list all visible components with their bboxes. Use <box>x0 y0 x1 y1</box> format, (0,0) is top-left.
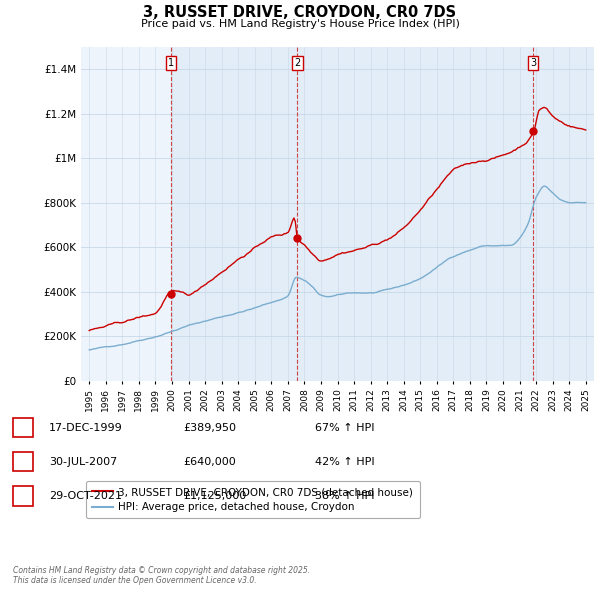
Text: Price paid vs. HM Land Registry's House Price Index (HPI): Price paid vs. HM Land Registry's House … <box>140 19 460 29</box>
Text: 17-DEC-1999: 17-DEC-1999 <box>49 423 123 432</box>
Text: 42% ↑ HPI: 42% ↑ HPI <box>315 457 374 467</box>
Text: 1: 1 <box>168 58 175 68</box>
Text: 1: 1 <box>20 423 26 432</box>
Text: £640,000: £640,000 <box>183 457 236 467</box>
Text: 2: 2 <box>295 58 301 68</box>
Bar <box>172 47 298 381</box>
Text: 67% ↑ HPI: 67% ↑ HPI <box>315 423 374 432</box>
Text: 38% ↑ HPI: 38% ↑ HPI <box>315 491 374 501</box>
Bar <box>298 47 533 381</box>
Text: £1,125,000: £1,125,000 <box>183 491 246 501</box>
Text: £389,950: £389,950 <box>183 423 236 432</box>
Text: 2: 2 <box>20 457 26 467</box>
Text: 3, RUSSET DRIVE, CROYDON, CR0 7DS: 3, RUSSET DRIVE, CROYDON, CR0 7DS <box>143 5 457 19</box>
Legend: 3, RUSSET DRIVE, CROYDON, CR0 7DS (detached house), HPI: Average price, detached: 3, RUSSET DRIVE, CROYDON, CR0 7DS (detac… <box>86 481 419 519</box>
Text: 29-OCT-2021: 29-OCT-2021 <box>49 491 122 501</box>
Bar <box>533 47 594 381</box>
Text: 3: 3 <box>20 491 26 501</box>
Text: Contains HM Land Registry data © Crown copyright and database right 2025.
This d: Contains HM Land Registry data © Crown c… <box>13 566 310 585</box>
Text: 3: 3 <box>530 58 536 68</box>
Text: 30-JUL-2007: 30-JUL-2007 <box>49 457 118 467</box>
